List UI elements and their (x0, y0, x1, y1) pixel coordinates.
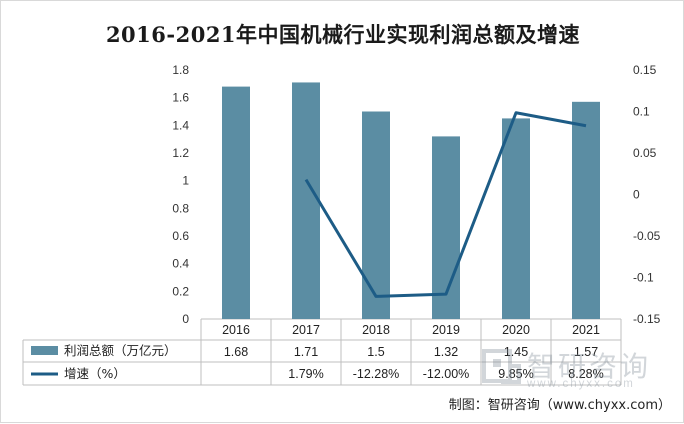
bar-data-label: 1.57 (574, 345, 598, 359)
line-data-label: -12.00% (423, 367, 470, 381)
right-axis-tick: 0 (633, 188, 640, 202)
left-axis-tick: 0.4 (172, 257, 189, 271)
bar-2017 (292, 82, 320, 319)
data-table-grid (22, 318, 622, 386)
bar-data-label: 1.32 (434, 345, 458, 359)
bar-2021 (572, 101, 600, 319)
table-category-label: 2017 (292, 323, 320, 337)
table-category-label: 2020 (502, 323, 530, 337)
right-axis-tick: -0.1 (633, 271, 654, 285)
watermark-name: 智研咨询 (527, 350, 652, 383)
chart-title: 2016-2021年中国机械行业实现利润总额及增速 (105, 22, 581, 47)
left-axis: 0 0.2 0.4 0.6 0.8 1 1.2 1.4 1.6 1.8 (172, 63, 189, 326)
legend-bar-swatch (31, 346, 58, 355)
left-axis-tick: 0.6 (172, 229, 189, 243)
watermark-logo: 智研咨询 www.chyxx.com (481, 344, 681, 394)
bar-2019 (432, 136, 460, 319)
right-axis-tick: 0.15 (633, 63, 657, 77)
right-axis-tick: 0.05 (633, 146, 657, 160)
right-axis-tick: 0.1 (633, 105, 650, 119)
line-data-label: 9.85% (498, 367, 533, 381)
legend-line-label: 增速（%） (64, 366, 126, 381)
left-axis-tick: 1.6 (172, 91, 189, 105)
source-note: 制图：智研咨询（www.chyxx.com） (448, 398, 671, 413)
watermark-url: www.chyxx.com (527, 378, 635, 390)
left-axis-tick: 1.4 (172, 118, 189, 132)
left-axis-tick: 1.2 (172, 146, 189, 160)
data-table: 2016 1.68 2017 1.71 1.79% 2018 1.5 -12.28% 2019 1… (31, 323, 604, 381)
bar-2020 (502, 118, 530, 320)
bar-data-label: 1.68 (224, 345, 248, 359)
table-category-label: 2018 (362, 323, 390, 337)
left-axis-tick: 0.2 (172, 284, 189, 298)
watermark-glyph (482, 349, 521, 384)
growth-line (304, 111, 587, 298)
bar-series (222, 82, 600, 320)
table-category-label: 2019 (432, 323, 460, 337)
right-axis-tick: -0.05 (633, 229, 661, 243)
right-axis-tick: -0.15 (633, 312, 661, 326)
line-data-label: 1.79% (288, 367, 323, 381)
bar-data-label: 1.71 (294, 345, 318, 359)
bar-2018 (362, 111, 390, 319)
bar-2016 (222, 86, 250, 319)
growth-line-series (304, 111, 587, 298)
legend-bar-label: 利润总额（万亿元） (64, 343, 177, 358)
table-category-label: 2016 (222, 323, 250, 337)
right-axis: -0.15 -0.1 -0.05 0 0.05 0.1 0.15 (633, 63, 661, 326)
table-category-label: 2021 (572, 323, 600, 337)
bar-data-label: 1.5 (367, 345, 384, 359)
bar-data-label: 1.45 (504, 345, 528, 359)
line-data-label: 8.28% (568, 367, 603, 381)
left-axis-tick: 0 (182, 312, 189, 326)
left-axis-tick: 1 (182, 174, 189, 188)
line-data-label: -12.28% (353, 367, 400, 381)
left-axis-tick: 1.8 (172, 63, 189, 77)
left-axis-tick: 0.8 (172, 201, 189, 215)
